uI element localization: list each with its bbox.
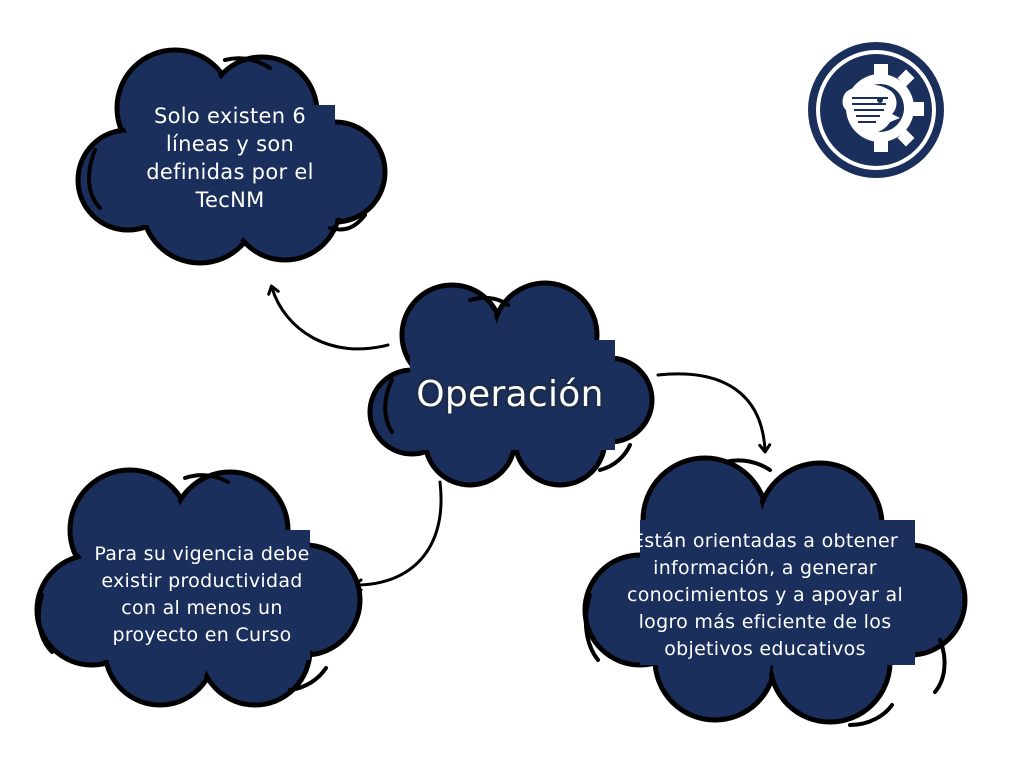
bottom-right-node-text: Están orientadas a obtener información, … bbox=[626, 529, 904, 660]
tecnm-logo bbox=[808, 42, 944, 178]
cloud-bottom-left bbox=[34, 467, 363, 708]
center-node-label: Operación bbox=[416, 374, 604, 415]
cloud-top-left bbox=[75, 47, 388, 266]
cloud-bottom-right bbox=[582, 455, 968, 727]
cloud-center bbox=[367, 280, 655, 488]
bottom-left-node-text: Para su vigencia debe existir productivi… bbox=[94, 543, 310, 646]
arrow-to-top-left bbox=[267, 284, 390, 351]
arrow-to-bottom-right bbox=[656, 372, 772, 454]
top-left-node-text: Solo existen 6 líneas y son definidas po… bbox=[146, 104, 314, 212]
arrow-to-bottom-left bbox=[352, 480, 443, 592]
connectors bbox=[267, 284, 772, 592]
